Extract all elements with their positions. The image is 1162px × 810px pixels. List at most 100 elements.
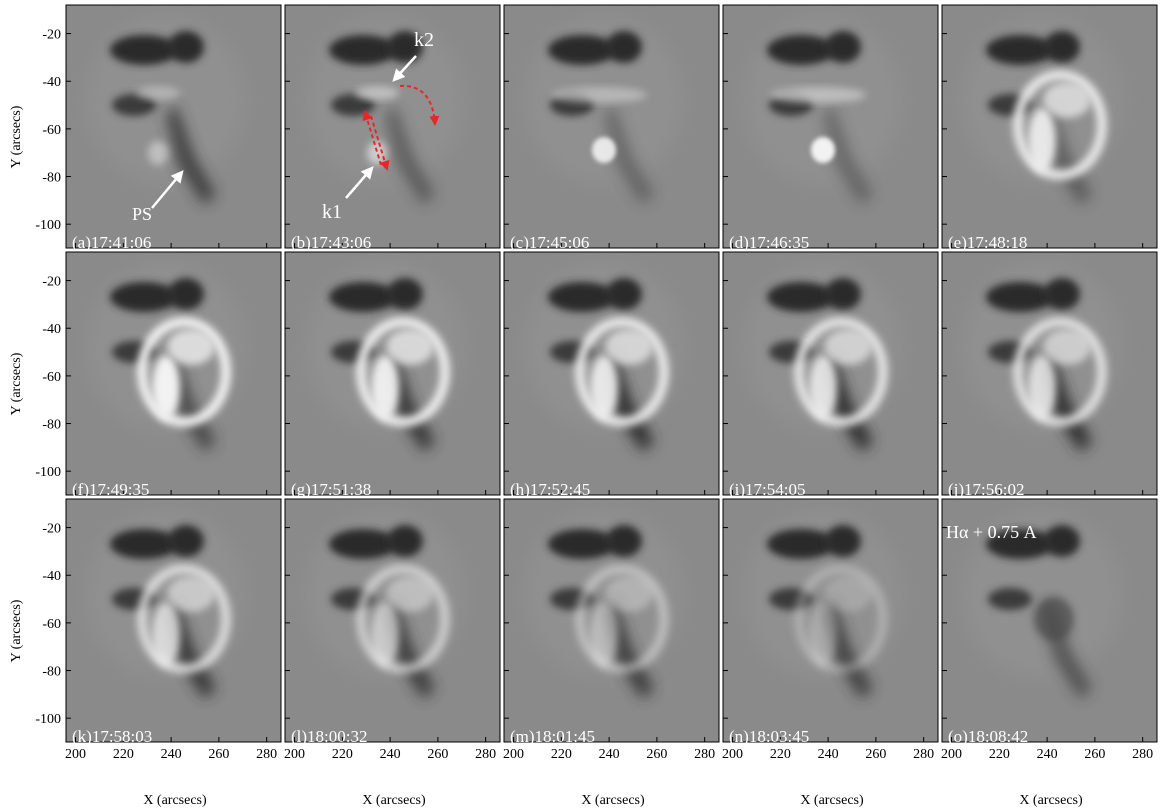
y-tick-label: -20 [42, 28, 61, 43]
x-tick-label: 240 [599, 747, 620, 762]
y-tick-label: -60 [42, 617, 61, 632]
ps-label: PS [132, 204, 152, 224]
bright-ribbon [1043, 329, 1091, 365]
panel-frame [284, 498, 501, 743]
bright-ribbon [386, 576, 434, 612]
bright-kernel [148, 141, 168, 165]
axes: -20 -40 -60 -80 -100 -20 -40 -60 -80 -100 -20 -40 -6… [35, 28, 1153, 762]
x-tick-label: 220 [113, 747, 134, 762]
y-tick-label: -40 [42, 569, 61, 584]
panel-i [722, 251, 939, 496]
x-axis-label-col4: X (arcsecs) [800, 793, 864, 808]
x-axis-label-col5: X (arcsecs) [1019, 793, 1083, 808]
bright-ribbon [1028, 108, 1056, 172]
panel-frame [722, 251, 939, 496]
panel-label-d: (d)17:46:35 [729, 233, 809, 252]
k2-arrow [392, 55, 417, 82]
panel-label-k: (k)17:58:03 [72, 727, 152, 746]
flare-loop [137, 564, 231, 674]
sunspot [110, 282, 178, 312]
filament [166, 105, 216, 205]
panel-label-f: (f)17:49:35 [72, 480, 149, 499]
panel-grid [65, 4, 1158, 743]
panel-labels: (a)17:41:06 (b)17:43:06 (c)17:45:06 (d)1… [72, 233, 1028, 746]
x-tick-label: 220 [332, 747, 353, 762]
bright-ribbon [167, 576, 215, 612]
bright-ribbon [1043, 82, 1091, 118]
panel-frame [284, 251, 501, 496]
sunspot [548, 282, 616, 312]
x-tick-label: 240 [161, 747, 182, 762]
sunspot [1044, 31, 1080, 63]
panel-label-l: (l)18:00:32 [291, 727, 368, 746]
flare-loop [137, 317, 231, 427]
x-axis-label-col3: X (arcsecs) [581, 793, 645, 808]
annotations: PS k2 k1 Hα + 0.75 A [132, 29, 1037, 542]
panel-frame [65, 4, 282, 249]
flare-loop [356, 317, 450, 427]
sunspot [387, 278, 423, 310]
y-axis-label-row3: Y (arcsecs) [9, 599, 24, 662]
x-tick-label: 220 [770, 747, 791, 762]
bright-ribbon [770, 87, 866, 103]
x-tick-label: 280 [256, 747, 277, 762]
bright-ribbon [605, 329, 653, 365]
sunspot [1044, 278, 1080, 310]
sunspot [168, 278, 204, 310]
sunspot [110, 529, 178, 559]
x-tick-label: 200 [722, 747, 743, 762]
y-tick-label: -80 [42, 665, 61, 680]
y-tick-label: -20 [42, 275, 61, 290]
panel-h [503, 251, 720, 496]
panel-frame [284, 4, 501, 249]
panel-frame [65, 498, 282, 743]
sunspot [825, 525, 861, 557]
panel-c [503, 4, 720, 249]
panel-d [722, 4, 939, 249]
filament [385, 105, 435, 205]
panel-label-h: (h)17:52:45 [510, 480, 590, 499]
panel-label-i: (i)17:54:05 [729, 480, 806, 499]
bright-kernel [811, 137, 835, 163]
panel-frame [722, 4, 939, 249]
x-axis-label-col1: X (arcsecs) [143, 793, 207, 808]
y-tick-label: -100 [35, 465, 61, 480]
x-axis-labels: X (arcsecs) X (arcsecs) X (arcsecs) X (a… [143, 793, 1083, 808]
x-tick-label: 240 [1037, 747, 1058, 762]
panel-frame [503, 498, 720, 743]
y-tick-label: -40 [42, 75, 61, 90]
k1-arrow [345, 166, 374, 199]
panel-label-o: (o)18:08:42 [948, 727, 1028, 746]
y-tick-label: -80 [42, 418, 61, 433]
dark-loop [1034, 597, 1074, 641]
panel-frame [941, 498, 1158, 743]
x-tick-label: 200 [284, 747, 305, 762]
sunspot [606, 525, 642, 557]
sunspot [329, 282, 397, 312]
y-tick-label: -60 [42, 370, 61, 385]
sunspot [387, 525, 423, 557]
flare-loop [356, 564, 450, 674]
panel-o [941, 498, 1158, 743]
x-tick-label: 280 [913, 747, 934, 762]
panel-f [65, 251, 282, 496]
panel-j [941, 251, 1158, 496]
panel-n [722, 498, 939, 743]
x-tick-label: 220 [989, 747, 1010, 762]
flare-loop [794, 564, 888, 674]
sunspot [606, 278, 642, 310]
bright-ribbon [152, 355, 180, 419]
panel-frame [941, 251, 1158, 496]
panel-label-a: (a)17:41:06 [72, 233, 151, 252]
flare-loop [1013, 70, 1107, 180]
filament [604, 105, 654, 205]
panel-label-c: (c)17:45:06 [510, 233, 589, 252]
sunspot [825, 31, 861, 63]
panel-k [65, 498, 282, 743]
sunspot [767, 35, 835, 65]
sunspot [387, 31, 423, 63]
bright-ribbon [809, 355, 837, 419]
y-axis-label-row1: Y (arcsecs) [9, 105, 24, 168]
k1-label: k1 [322, 201, 342, 223]
